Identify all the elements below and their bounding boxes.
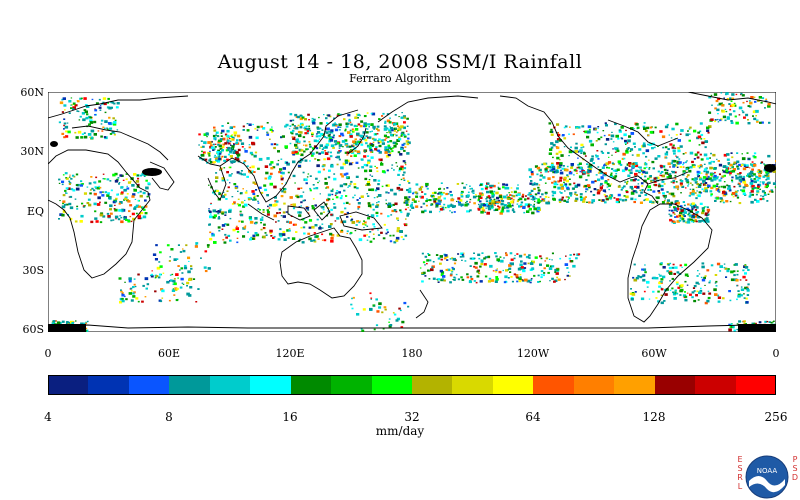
coastlines — [48, 92, 776, 329]
rainfall-map — [48, 92, 776, 332]
lon-label-0: 0 — [44, 347, 52, 360]
colorbar-border — [48, 375, 776, 395]
lon-label-60e: 60E — [157, 347, 181, 360]
colorbar-tick-256: 256 — [764, 410, 788, 424]
colorbar-units: mm/day — [375, 424, 425, 438]
rainfall-layer — [48, 92, 776, 332]
esrl-psd-logo: E S R L NOAA P S D — [736, 455, 800, 500]
colorbar-swatch — [574, 375, 614, 395]
logo-letters-left: E S R L — [737, 455, 743, 491]
chart-title: August 14 - 18, 2008 SSM/I Rainfall — [217, 51, 583, 73]
colorbar-tick-4: 4 — [44, 410, 52, 424]
colorbar-swatch — [210, 375, 250, 395]
noaa-emblem-icon: NOAA — [745, 455, 789, 499]
lon-label-60w: 60W — [641, 347, 667, 360]
colorbar-swatch — [169, 375, 210, 395]
lat-label-30s: 30S — [22, 264, 44, 277]
lon-label-0-east: 0 — [772, 347, 780, 360]
land-fills — [48, 141, 776, 332]
colorbar-swatch — [736, 375, 776, 395]
colorbar-swatch — [250, 375, 291, 395]
colorbar-swatch — [533, 375, 574, 395]
colorbar-swatch — [88, 375, 129, 395]
colorbar-swatch — [452, 375, 493, 395]
colorbar-swatch — [48, 375, 88, 395]
colorbar-swatch — [493, 375, 533, 395]
logo-letters-right: P S D — [791, 455, 799, 482]
colorbar-tick-64: 64 — [525, 410, 541, 424]
colorbar-tick-128: 128 — [642, 410, 666, 424]
lat-label-30n: 30N — [20, 145, 44, 158]
colorbar-swatch — [372, 375, 412, 395]
lon-label-120w: 120W — [516, 347, 550, 360]
lat-label-eq: EQ — [26, 205, 44, 218]
lon-label-120e: 120E — [275, 347, 305, 360]
colorbar-swatch — [695, 375, 736, 395]
colorbar-tick-8: 8 — [165, 410, 173, 424]
colorbar-tick-32: 32 — [404, 410, 420, 424]
lon-label-180: 180 — [401, 347, 423, 360]
colorbar-swatch — [655, 375, 695, 395]
colorbar-swatch — [614, 375, 655, 395]
colorbar-swatch — [291, 375, 331, 395]
colorbar-swatch — [331, 375, 372, 395]
lat-label-60s: 60S — [22, 323, 44, 336]
colorbar-swatch — [129, 375, 169, 395]
colorbar-swatch — [412, 375, 452, 395]
chart-subtitle: Ferraro Algorithm — [349, 72, 451, 85]
colorbar-tick-16: 16 — [282, 410, 298, 424]
lat-label-60n: 60N — [20, 86, 44, 99]
noaa-emblem-text: NOAA — [757, 467, 778, 475]
colorbar — [48, 375, 776, 395]
